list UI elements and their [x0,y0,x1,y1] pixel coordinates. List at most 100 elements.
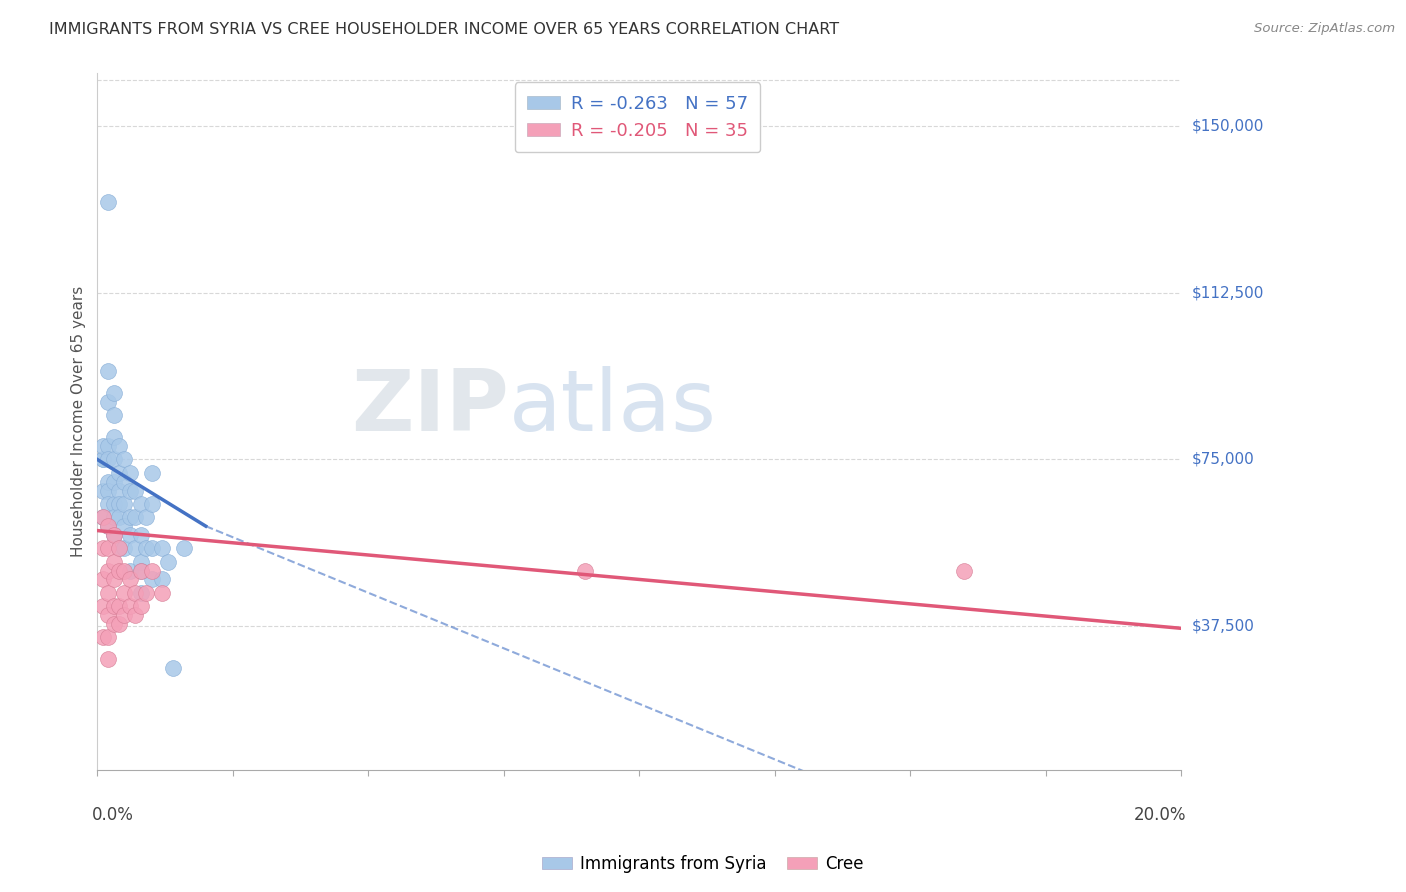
Point [103,452,125,467]
Point [118,564,141,578]
Point [129,599,152,613]
Point [108,483,131,498]
Point [118,466,141,480]
Point [97,630,120,644]
Point [91,452,114,467]
Point [103,408,125,422]
Point [129,564,152,578]
Point [97,394,120,409]
Point [150,541,173,556]
Point [124,586,146,600]
Point [114,497,136,511]
Text: $37,500: $37,500 [1192,618,1256,633]
Point [150,586,173,600]
Point [141,497,163,511]
Point [97,452,120,467]
Point [108,541,131,556]
Point [135,510,157,524]
Point [118,510,141,524]
Point [91,573,114,587]
Point [129,555,152,569]
Point [124,483,146,498]
Point [108,466,131,480]
Point [97,475,120,489]
Point [114,519,136,533]
Point [124,541,146,556]
Point [129,528,152,542]
Text: atlas: atlas [509,367,717,450]
Point [97,483,120,498]
Point [953,564,976,578]
Point [114,475,136,489]
Point [150,573,173,587]
Point [97,607,120,622]
Point [91,483,114,498]
Point [108,599,131,613]
Point [91,510,114,524]
Point [103,599,125,613]
Point [141,541,163,556]
Point [129,497,152,511]
Point [141,466,163,480]
Text: ZIP: ZIP [352,367,509,450]
Point [97,586,120,600]
Point [91,599,114,613]
Point [97,519,120,533]
Point [97,364,120,378]
Point [129,586,152,600]
Point [156,555,179,569]
Text: 20.0%: 20.0% [1135,806,1187,824]
Point [118,483,141,498]
Point [108,564,131,578]
Point [103,573,125,587]
Point [91,439,114,453]
Point [103,528,125,542]
Point [91,452,114,467]
Point [124,510,146,524]
Point [103,510,125,524]
Point [97,564,120,578]
Text: 0.0%: 0.0% [91,806,134,824]
Point [108,616,131,631]
Point [162,661,184,675]
Text: $75,000: $75,000 [1192,452,1254,467]
Legend: Immigrants from Syria, Cree: Immigrants from Syria, Cree [536,848,870,880]
Text: IMMIGRANTS FROM SYRIA VS CREE HOUSEHOLDER INCOME OVER 65 YEARS CORRELATION CHART: IMMIGRANTS FROM SYRIA VS CREE HOUSEHOLDE… [49,22,839,37]
Point [91,541,114,556]
Point [114,586,136,600]
Point [108,541,131,556]
Point [103,497,125,511]
Point [103,430,125,444]
Point [97,652,120,666]
Point [97,541,120,556]
Point [103,555,125,569]
Point [114,564,136,578]
Point [135,586,157,600]
Point [114,541,136,556]
Point [114,607,136,622]
Text: $150,000: $150,000 [1192,119,1264,134]
Point [103,475,125,489]
Point [97,439,120,453]
Point [124,607,146,622]
Point [118,573,141,587]
Point [91,510,114,524]
Point [173,541,195,556]
Y-axis label: Householder Income Over 65 years: Householder Income Over 65 years [72,286,86,558]
Point [91,630,114,644]
Point [103,528,125,542]
Point [108,439,131,453]
Point [97,519,120,533]
Point [118,599,141,613]
Point [574,564,596,578]
Point [129,564,152,578]
Point [108,497,131,511]
Text: Source: ZipAtlas.com: Source: ZipAtlas.com [1254,22,1395,36]
Point [97,194,120,209]
Point [97,497,120,511]
Point [141,564,163,578]
Point [103,616,125,631]
Point [108,510,131,524]
Text: $112,500: $112,500 [1192,285,1264,301]
Point [103,385,125,400]
